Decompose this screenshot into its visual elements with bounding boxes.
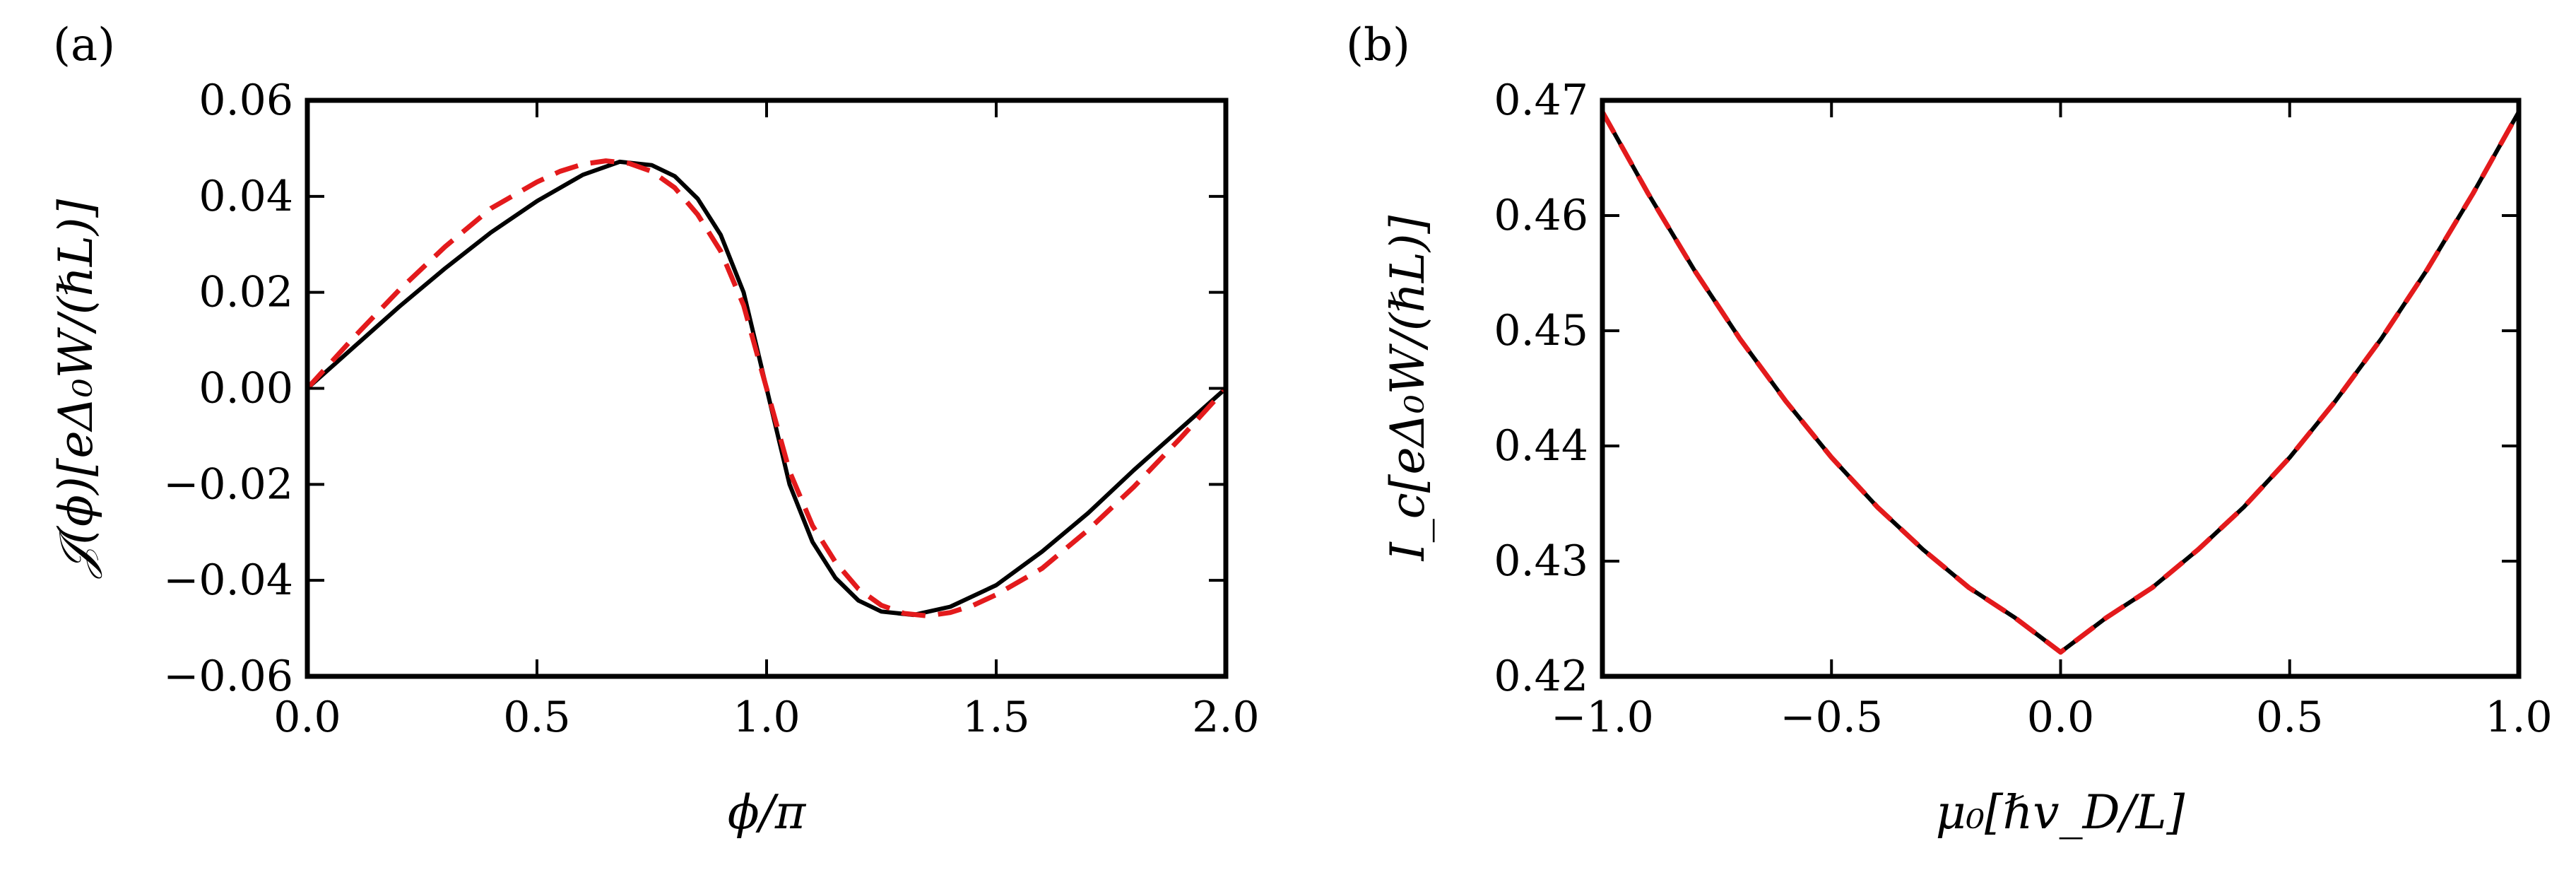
panel-b-label: (b) bbox=[1346, 19, 1410, 71]
panel-b-ytick-label: 0.44 bbox=[1494, 421, 1588, 471]
panel-a-ytick-label: 0.06 bbox=[199, 76, 293, 125]
panel-b-ytick-label: 0.47 bbox=[1494, 76, 1588, 125]
panel-a-xtick-label: 2.0 bbox=[1192, 693, 1259, 742]
panel-b-ticks: −1.0 −0.5 0.0 0.5 1.0 0.42 0.43 0.44 0.45 0.46 0.4… bbox=[1494, 76, 2552, 742]
panel-b-xtick-label: 1.0 bbox=[2485, 693, 2552, 742]
panel-a: (a) 0.0 0.5 1.0 1.5 2.0−0.06−0.04−0.020.000.… bbox=[49, 19, 1260, 840]
panel-a-xtick-label: 0.0 bbox=[273, 693, 341, 742]
panel-b-series bbox=[1600, 110, 2522, 655]
panel-a-ytick-label: −0.06 bbox=[163, 652, 293, 701]
panel-b-xtick-label: −1.0 bbox=[1551, 693, 1654, 742]
panel-a-ticks: 0.0 0.5 1.0 1.5 2.0 −0.06 −0.04 −0.02 0.00 0.02 0.… bbox=[163, 76, 1260, 742]
panel-b: (b) −1.0 −0.5 0.0 0.5 1.0 0.42 0.43 0.44 0.45 0.4… bbox=[1346, 19, 2553, 840]
panel-a-xtick-label: 1.5 bbox=[962, 693, 1029, 742]
panel-a-xtick-label: 1.0 bbox=[733, 693, 800, 742]
panel-a-ylabel: 𝒥(ϕ)[eΔ₀W/(ℏL)] bbox=[49, 199, 103, 579]
panel-b-series-dashed bbox=[1600, 110, 2522, 655]
panel-b-ytick-label: 0.42 bbox=[1494, 652, 1588, 701]
panel-a-ytick-label: 0.00 bbox=[199, 364, 293, 413]
panel-b-ytick-label: 0.43 bbox=[1494, 536, 1588, 586]
panel-a-series bbox=[305, 158, 1228, 618]
panel-a-label: (a) bbox=[53, 19, 115, 71]
panel-a-series-dashed bbox=[305, 158, 1228, 618]
panel-b-xtick-label: 0.0 bbox=[2027, 693, 2094, 742]
panel-b-xlabel: μ₀[ℏv_D/L] bbox=[1936, 785, 2185, 840]
panel-b-series-solid bbox=[1600, 110, 2521, 654]
panel-a-xlabel: ϕ/π bbox=[728, 785, 807, 840]
panel-b-ytick-label: 0.46 bbox=[1494, 191, 1588, 240]
panel-b-frame bbox=[1600, 98, 2522, 679]
panel-b-xtick-label: −0.5 bbox=[1780, 693, 1883, 742]
panel-b-xtick-label: 0.5 bbox=[2256, 693, 2323, 742]
panel-a-ytick-label: −0.02 bbox=[163, 459, 293, 509]
panel-a-ytick-label: 0.02 bbox=[199, 268, 293, 317]
panel-b-ylabel: I_c[eΔ₀W/(ℏL)] bbox=[1381, 215, 1435, 561]
panel-a-ytick-label: −0.04 bbox=[163, 555, 293, 605]
panel-a-ytick-label: 0.04 bbox=[199, 172, 293, 221]
panel-b-ytick-label: 0.45 bbox=[1494, 306, 1588, 355]
panel-a-xtick-label: 0.5 bbox=[503, 693, 570, 742]
